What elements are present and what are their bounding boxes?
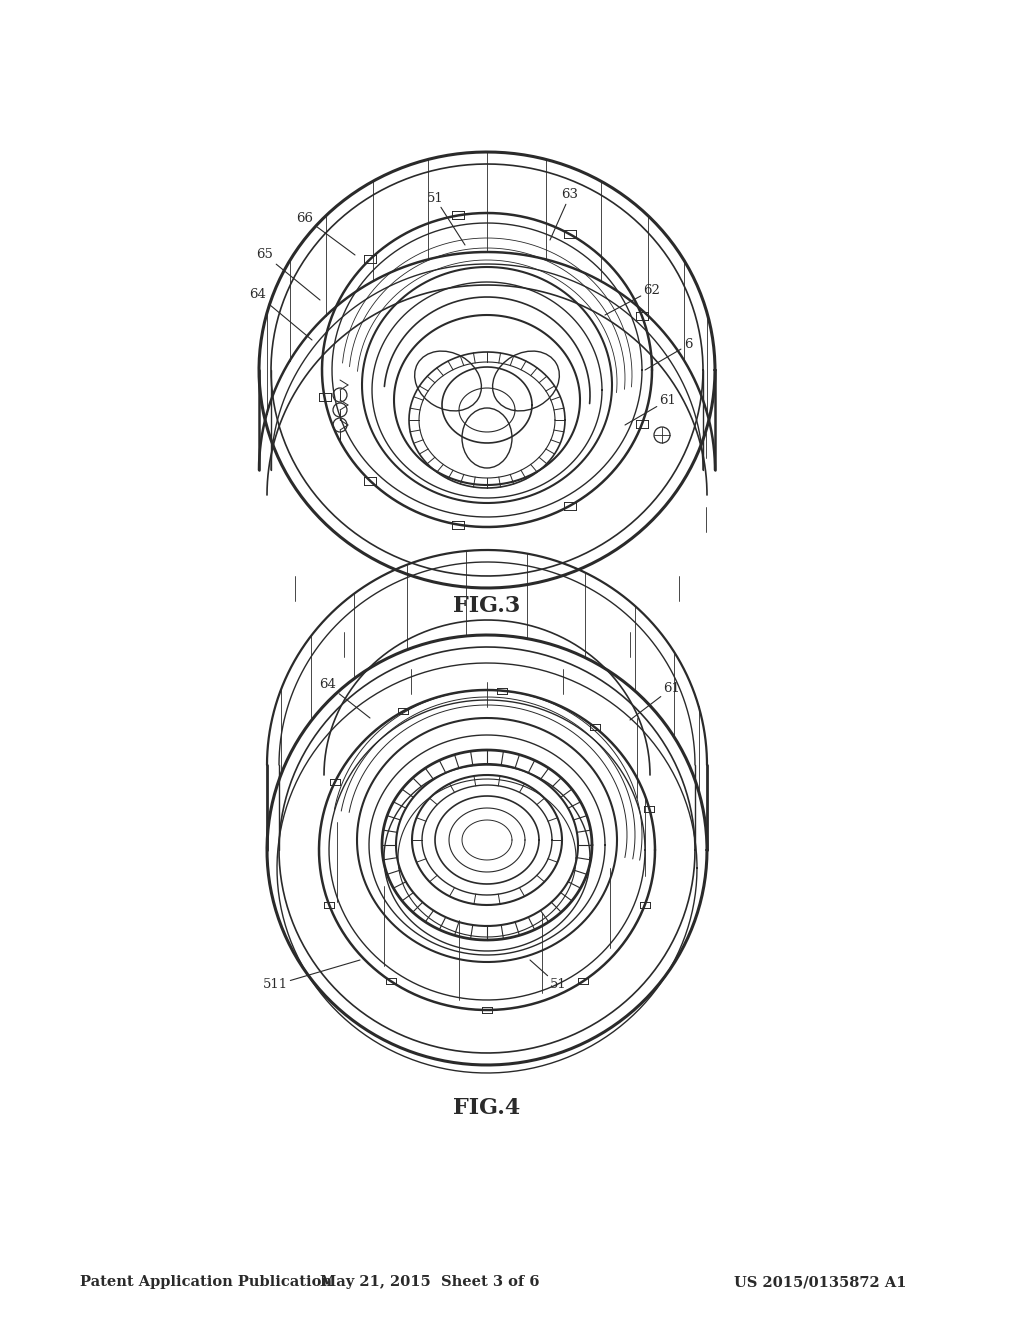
Text: FIG.3: FIG.3 [454, 595, 520, 616]
Text: FIG.4: FIG.4 [454, 1097, 520, 1119]
Text: 62: 62 [605, 284, 660, 315]
Text: May 21, 2015  Sheet 3 of 6: May 21, 2015 Sheet 3 of 6 [321, 1275, 540, 1290]
Text: 51: 51 [530, 960, 566, 991]
Text: Patent Application Publication: Patent Application Publication [80, 1275, 332, 1290]
Text: 64: 64 [319, 678, 370, 718]
Text: 63: 63 [550, 189, 579, 240]
Text: 51: 51 [427, 191, 465, 246]
Text: 6: 6 [645, 338, 692, 370]
Text: 66: 66 [297, 211, 355, 255]
Text: 511: 511 [262, 960, 360, 991]
Text: 65: 65 [257, 248, 319, 300]
Text: 61: 61 [630, 681, 680, 719]
Text: 61: 61 [625, 393, 677, 425]
Text: US 2015/0135872 A1: US 2015/0135872 A1 [734, 1275, 906, 1290]
Text: 64: 64 [250, 289, 312, 341]
